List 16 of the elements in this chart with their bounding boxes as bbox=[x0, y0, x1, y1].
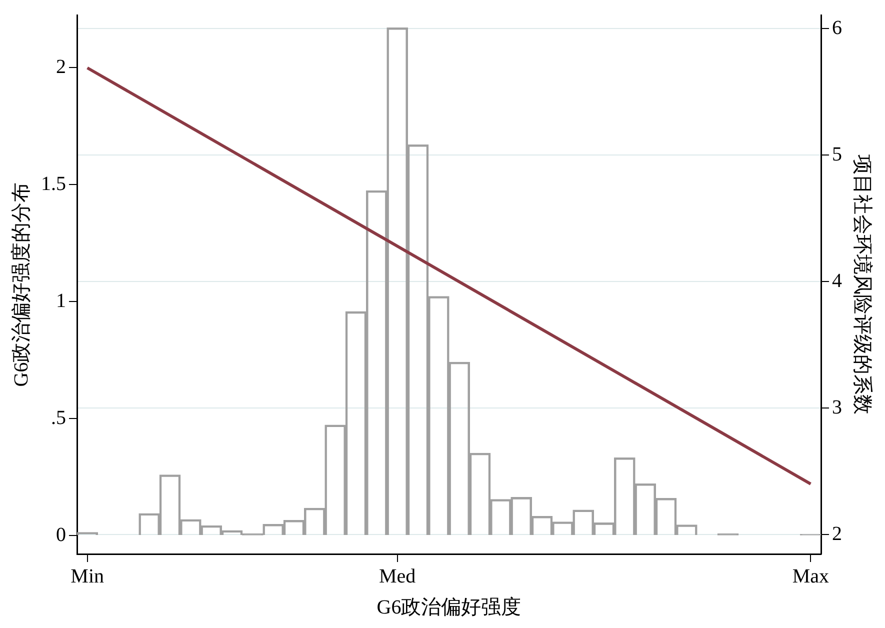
y-tick-label: .5 bbox=[51, 406, 66, 429]
y-tick-label: 1.5 bbox=[41, 172, 66, 195]
y-tick-label: 0 bbox=[56, 524, 66, 546]
y-tick-label: 2 bbox=[56, 56, 66, 78]
y2-axis-title: 项目社会环境风险评级的系数 bbox=[850, 154, 873, 414]
y2-tick-label: 3 bbox=[832, 396, 842, 418]
y2-tick-label: 4 bbox=[832, 270, 842, 292]
y2-tick-label: 5 bbox=[832, 143, 842, 166]
x-tick-label: Max bbox=[792, 565, 830, 588]
x-tick-label: Min bbox=[70, 565, 104, 588]
y2-tick-label: 6 bbox=[832, 16, 842, 39]
y2-tick-label: 2 bbox=[832, 522, 842, 545]
y-tick-label: 1 bbox=[56, 290, 66, 312]
y-axis-title: G6政治偏好强度的分布 bbox=[10, 182, 32, 387]
x-axis-title: G6政治偏好强度 bbox=[376, 596, 522, 618]
x-tick-label: Med bbox=[378, 565, 416, 588]
